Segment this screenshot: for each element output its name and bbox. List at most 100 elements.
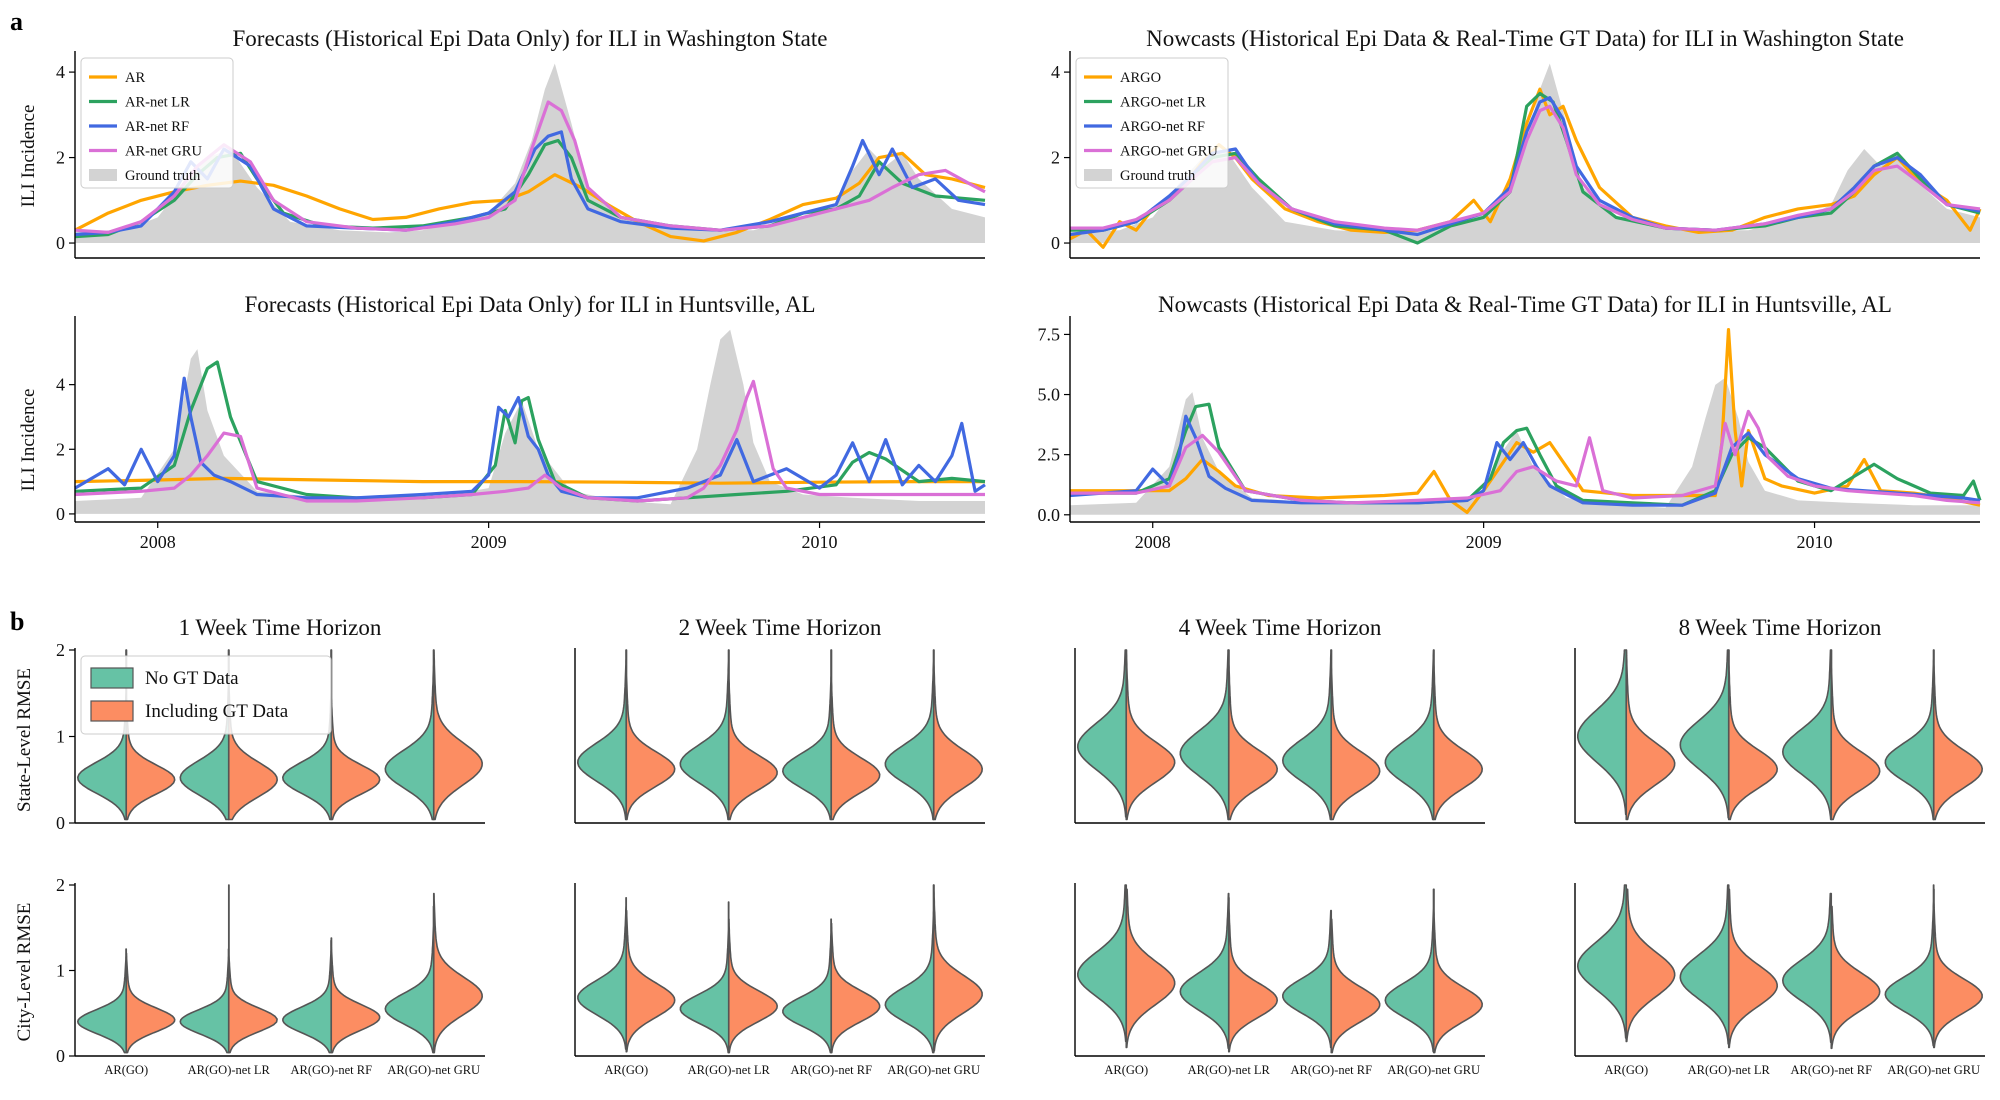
violin-no-gt-0 — [1077, 649, 1128, 818]
y-tick-label: 2 — [1051, 148, 1060, 168]
violin-no-gt-1 — [1679, 884, 1730, 1045]
violin-no-gt-2 — [1782, 649, 1833, 821]
violin-with-gt-0 — [625, 909, 676, 1053]
violin-with-gt-1 — [1227, 649, 1278, 821]
ground-truth-area — [1070, 63, 1980, 243]
legend-box — [80, 57, 234, 189]
violin-with-gt-3 — [932, 649, 983, 821]
y-tick-label: 4 — [56, 62, 65, 82]
violin-panel-6: AR(GO) AR(GO)-net LR AR(GO)-net RF AR(GO)-n… — [1074, 883, 1485, 1077]
ground-truth-area — [75, 329, 985, 514]
violin-with-gt-1 — [727, 649, 778, 821]
line-panel-3: 0.0 2.5 5.0 7.5 2008 2009 2010 Nowcasts (Histor… — [1038, 292, 1982, 552]
violin-panel-2: 4 Week Time Horizon — [1074, 615, 1485, 824]
violin-no-gt-1 — [1679, 649, 1730, 819]
series-line-3 — [74, 379, 985, 503]
chart-title: Forecasts (Historical Epi Data Only) for… — [244, 292, 815, 317]
violin-no-gt-3 — [384, 649, 435, 821]
violin-no-gt-1 — [679, 901, 730, 1054]
violin-panel-0: 0 1 2 1 Week Time Horizon State-Level RMSE No… — [14, 615, 485, 833]
chart-title: 2 Week Time Horizon — [679, 615, 882, 640]
violin-with-gt-2 — [830, 922, 881, 1054]
violin-with-gt-0 — [125, 952, 176, 1054]
legend-swatch-0 — [90, 667, 134, 689]
violin-no-gt-0 — [577, 649, 628, 821]
violin-with-gt-1 — [727, 918, 778, 1054]
y-tick-label: 0 — [56, 1046, 65, 1066]
violin-with-gt-0 — [1625, 888, 1676, 1043]
chart-title: Forecasts (Historical Epi Data Only) for… — [233, 26, 828, 51]
legend-swatch-1 — [90, 700, 134, 722]
series-line-1 — [1070, 402, 1982, 507]
violin-with-gt-3 — [432, 649, 483, 821]
legend-swatch-truth — [89, 169, 117, 181]
series-line-0 — [74, 151, 986, 243]
violin-with-gt-1 — [227, 884, 278, 1054]
x-tick-label: AR(GO)-net LR — [188, 1063, 271, 1077]
legend-swatch-truth — [1084, 169, 1112, 181]
violin-no-gt-1 — [1179, 892, 1230, 1050]
series-line-0 — [1070, 328, 1981, 514]
legend-label-2: ARGO-net RF — [1120, 119, 1205, 135]
violin-with-gt-1 — [1227, 897, 1278, 1053]
y-tick-label: 0 — [1051, 233, 1060, 253]
y-tick-label: 2 — [56, 439, 65, 459]
y-tick-label: 1 — [56, 727, 65, 747]
x-tick-label: AR(GO)-net LR — [688, 1063, 771, 1077]
violin-no-gt-2 — [1782, 892, 1833, 1044]
y-tick-label: 1 — [56, 961, 65, 981]
violin-no-gt-2 — [782, 649, 833, 821]
violin-no-gt-0 — [1077, 884, 1128, 1043]
violin-no-gt-0 — [577, 897, 628, 1050]
violin-panel-3: 8 Week Time Horizon — [1574, 615, 1985, 824]
x-tick-label: AR(GO) — [1104, 1063, 1148, 1077]
y-tick-label: 2 — [56, 640, 65, 660]
violin-panel-7: AR(GO) AR(GO)-net LR AR(GO)-net RF AR(GO)-n… — [1574, 883, 1985, 1077]
violin-no-gt-3 — [384, 905, 435, 1054]
legend-box — [80, 655, 332, 735]
legend-label-1: ARGO-net LR — [1120, 95, 1206, 111]
x-tick-label: 2010 — [1797, 532, 1833, 552]
x-tick-label: AR(GO) — [604, 1063, 648, 1077]
y-tick-label: 2 — [56, 148, 65, 168]
line-panel-1: 0 2 4 Nowcasts (Historical Epi Data & Real-… — [1051, 26, 1982, 259]
legend-label-3: AR-net GRU — [125, 144, 202, 160]
violin-no-gt-3 — [1884, 649, 1935, 821]
violin-no-gt-0 — [77, 948, 128, 1054]
violin-with-gt-3 — [432, 892, 483, 1054]
legend-label-0: No GT Data — [145, 668, 239, 689]
x-tick-label: 2009 — [1466, 532, 1502, 552]
chart-title: 4 Week Time Horizon — [1179, 615, 1382, 640]
legend-box — [1075, 57, 1229, 189]
y-tick-label: 0 — [56, 504, 65, 524]
violin-with-gt-3 — [1932, 649, 1983, 821]
series-line-1 — [74, 360, 986, 503]
line-panel-2: 0 2 4 2008 2009 2010 Forecasts (Historical Epi… — [18, 292, 986, 552]
violin-with-gt-3 — [932, 884, 983, 1052]
chart-title: Nowcasts (Historical Epi Data & Real-Tim… — [1158, 292, 1892, 317]
legend: ARGO ARGO-net LR ARGO-net RF ARGO-net GRU Gr… — [1075, 57, 1229, 189]
y-axis-label: ILI Incidence — [18, 389, 39, 492]
violin-no-gt-3 — [1384, 649, 1435, 821]
y-tick-label: 2.5 — [1038, 445, 1061, 465]
violin-with-gt-2 — [330, 937, 381, 1054]
violin-with-gt-3 — [1932, 888, 1983, 1049]
legend-label-truth: Ground truth — [1120, 168, 1196, 184]
violin-with-gt-2 — [330, 649, 381, 821]
chart-title: 1 Week Time Horizon — [179, 615, 382, 640]
y-axis-label: City-Level RMSE — [14, 903, 35, 1042]
violin-with-gt-2 — [1330, 918, 1381, 1054]
y-tick-label: 4 — [56, 375, 65, 395]
y-tick-label: 7.5 — [1038, 324, 1061, 344]
violin-with-gt-3 — [1432, 888, 1483, 1054]
y-axis-label: State-Level RMSE — [14, 668, 35, 812]
x-tick-label: AR(GO)-net GRU — [387, 1063, 480, 1077]
panel-a-label: a — [10, 7, 23, 36]
violin-no-gt-1 — [179, 948, 230, 1054]
violin-with-gt-0 — [1625, 649, 1676, 821]
legend-label-2: AR-net RF — [125, 119, 189, 135]
legend-label-truth: Ground truth — [125, 168, 201, 184]
x-tick-label: 2010 — [802, 532, 838, 552]
violin-no-gt-0 — [1577, 884, 1628, 1039]
